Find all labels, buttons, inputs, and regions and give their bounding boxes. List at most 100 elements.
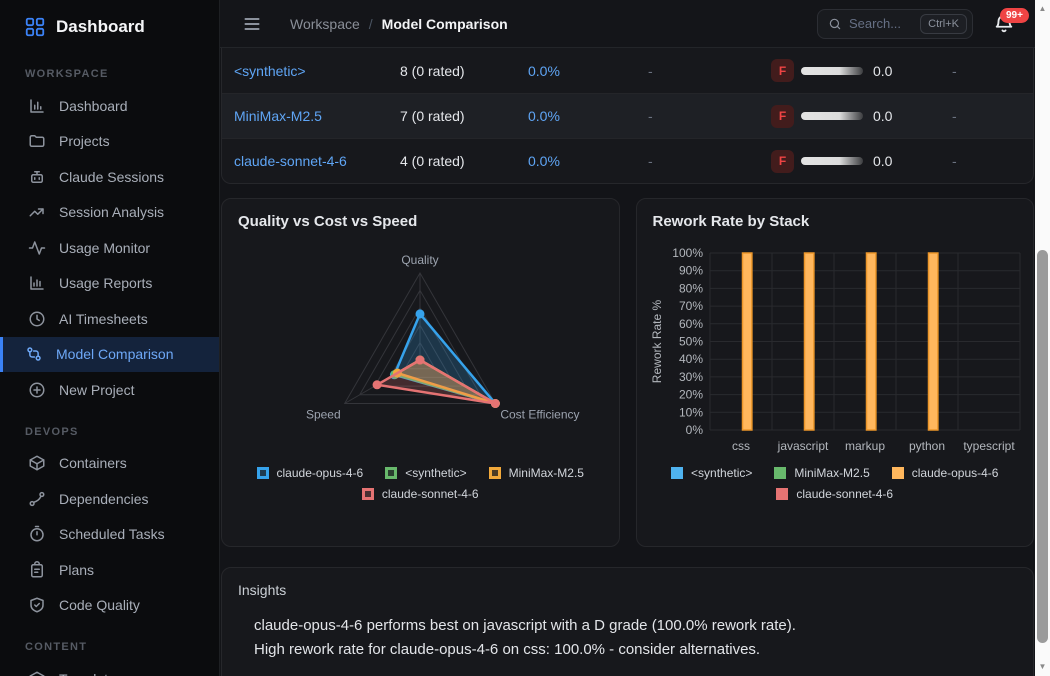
- score-value: 0.0: [873, 62, 893, 79]
- empty-cell: -: [952, 108, 957, 124]
- package-icon: [28, 454, 46, 472]
- svg-text:40%: 40%: [678, 352, 702, 366]
- sidebar-item-label: Model Comparison: [56, 346, 174, 363]
- clock-icon: [28, 310, 46, 328]
- svg-text:python: python: [908, 439, 944, 453]
- timer-icon: [28, 525, 46, 543]
- main-content: <synthetic> 8 (0 rated) 0.0% - F 0.0 - MiniMax-…: [220, 48, 1035, 676]
- table-row: claude-sonnet-4-6 4 (0 rated) 0.0% - F 0.0 -: [222, 138, 1033, 183]
- svg-text:80%: 80%: [678, 281, 702, 295]
- sidebar-item-dependencies[interactable]: Dependencies: [0, 481, 219, 517]
- grade-badge: F: [771, 59, 794, 82]
- sidebar-item-label: Templates: [59, 671, 123, 676]
- sidebar-item-label: Usage Monitor: [59, 239, 151, 256]
- model-link[interactable]: claude-sonnet-4-6: [234, 153, 347, 169]
- charts-row: Quality vs Cost vs Speed Quality Speed Cos…: [221, 198, 1034, 547]
- score-bar: [801, 66, 863, 75]
- sidebar-item-label: Projects: [59, 133, 110, 150]
- plus-circle-icon: [28, 381, 46, 399]
- empty-cell: -: [648, 153, 653, 169]
- sidebar-item-templates[interactable]: Templates: [0, 661, 219, 676]
- sidebar-item-new-project[interactable]: New Project: [0, 372, 219, 408]
- shield-check-icon: [28, 596, 46, 614]
- legend-item-claude-sonnet-4-6[interactable]: claude-sonnet-4-6: [776, 487, 893, 501]
- empty-cell: -: [952, 62, 957, 79]
- activity-icon: [28, 239, 46, 257]
- bar-chart-title: Rework Rate by Stack: [652, 213, 810, 230]
- legend-label: <synthetic>: [691, 466, 753, 480]
- legend-swatch: [774, 467, 787, 479]
- sidebar-item-code-quality[interactable]: Code Quality: [0, 588, 219, 624]
- scrollbar[interactable]: ▲ ▼: [1035, 0, 1050, 676]
- svg-text:Cost Efficiency: Cost Efficiency: [500, 408, 579, 422]
- tasks-cell: 8 (0 rated): [400, 62, 465, 79]
- sidebar-item-plans[interactable]: Plans: [0, 552, 219, 588]
- sidebar-item-scheduled-tasks[interactable]: Scheduled Tasks: [0, 517, 219, 553]
- trending-up-icon: [28, 203, 46, 221]
- sidebar: Dashboard WORKSPACE Dashboard Projects Clau…: [0, 0, 220, 676]
- scrollbar-up-arrow[interactable]: ▲: [1038, 4, 1047, 13]
- svg-text:css: css: [732, 439, 750, 453]
- app-logo: Dashboard: [0, 0, 219, 50]
- svg-text:Speed: Speed: [306, 408, 341, 422]
- insights-list: claude-opus-4-6 performs best on javascr…: [238, 614, 1017, 662]
- search-icon: [828, 17, 842, 31]
- sidebar-item-usage-monitor[interactable]: Usage Monitor: [0, 230, 219, 266]
- success-rate-link[interactable]: 0.0%: [528, 62, 560, 79]
- success-rate-link[interactable]: 0.0%: [528, 153, 560, 169]
- legend-item-claude-opus-4-6[interactable]: claude-opus-4-6: [256, 466, 363, 480]
- legend-item-synthetic[interactable]: <synthetic>: [385, 466, 467, 480]
- svg-text:markup: markup: [844, 439, 884, 453]
- radar-chart-title: Quality vs Cost vs Speed: [238, 213, 418, 230]
- sidebar-item-usage-reports[interactable]: Usage Reports: [0, 266, 219, 302]
- legend-label: MiniMax-M2.5: [794, 466, 870, 480]
- sidebar-item-session-analysis[interactable]: Session Analysis: [0, 195, 219, 231]
- clipboard-icon: [28, 560, 46, 579]
- svg-text:typescript: typescript: [963, 439, 1015, 453]
- svg-text:javascript: javascript: [776, 439, 828, 453]
- notifications-button[interactable]: 99+: [993, 7, 1029, 37]
- sidebar-item-label: Session Analysis: [59, 204, 165, 221]
- breadcrumb-workspace[interactable]: Workspace: [290, 15, 360, 32]
- legend-item-claude-opus-4-6[interactable]: claude-opus-4-6: [891, 466, 998, 480]
- sidebar-section-label-devops: DEVOPS: [25, 425, 79, 438]
- search-shortcut-badge: Ctrl+K: [920, 13, 967, 34]
- scrollbar-thumb[interactable]: [1037, 250, 1048, 643]
- breadcrumb-current: Model Comparison: [381, 15, 508, 32]
- legend-item-minimax-m2-5[interactable]: MiniMax-M2.5: [774, 466, 870, 480]
- git-branch-icon: [28, 490, 46, 508]
- model-link[interactable]: <synthetic>: [234, 62, 306, 79]
- legend-label: claude-sonnet-4-6: [381, 487, 479, 501]
- table-row: MiniMax-M2.5 7 (0 rated) 0.0% - F 0.0 -: [222, 93, 1033, 138]
- sidebar-item-label: New Project: [59, 381, 135, 398]
- legend-item-claude-sonnet-4-6[interactable]: claude-sonnet-4-6: [361, 487, 479, 501]
- sidebar-item-label: Containers: [59, 455, 127, 472]
- success-rate-link[interactable]: 0.0%: [528, 108, 560, 124]
- sidebar-item-projects[interactable]: Projects: [0, 124, 219, 160]
- model-link[interactable]: MiniMax-M2.5: [234, 108, 322, 124]
- svg-text:60%: 60%: [678, 317, 702, 331]
- breadcrumb-separator: /: [368, 15, 373, 32]
- svg-text:10%: 10%: [678, 405, 702, 419]
- menu-toggle-button[interactable]: [242, 14, 262, 34]
- radar-chart: Quality Speed Cost Efficiency: [306, 253, 580, 422]
- sidebar-item-label: Scheduled Tasks: [59, 526, 165, 543]
- legend-item-synthetic[interactable]: <synthetic>: [671, 466, 752, 480]
- scrollbar-down-arrow[interactable]: ▼: [1038, 662, 1047, 671]
- score-bar: [801, 157, 863, 165]
- sidebar-item-claude-sessions[interactable]: Claude Sessions: [0, 159, 219, 195]
- sidebar-item-containers[interactable]: Containers: [0, 446, 219, 482]
- sidebar-item-ai-timesheets[interactable]: AI Timesheets: [0, 301, 219, 337]
- sidebar-item-model-comparison[interactable]: Model Comparison: [0, 336, 219, 372]
- legend-label: MiniMax-M2.5: [508, 466, 584, 480]
- score-value: 0.0: [873, 153, 893, 169]
- legend-swatch: [385, 467, 398, 479]
- legend-item-minimax-m2-5[interactable]: MiniMax-M2.5: [488, 466, 584, 480]
- sidebar-item-dashboard[interactable]: Dashboard: [0, 88, 219, 124]
- search-input[interactable]: [849, 16, 914, 31]
- search-box[interactable]: Ctrl+K: [817, 8, 973, 39]
- bar-chart-legend: <synthetic> MiniMax-M2.5 claude-opus-4-6 cl…: [637, 464, 1034, 501]
- sidebar-item-label: Plans: [59, 561, 95, 578]
- insights-title: Insights: [238, 582, 287, 598]
- legend-swatch: [256, 467, 269, 479]
